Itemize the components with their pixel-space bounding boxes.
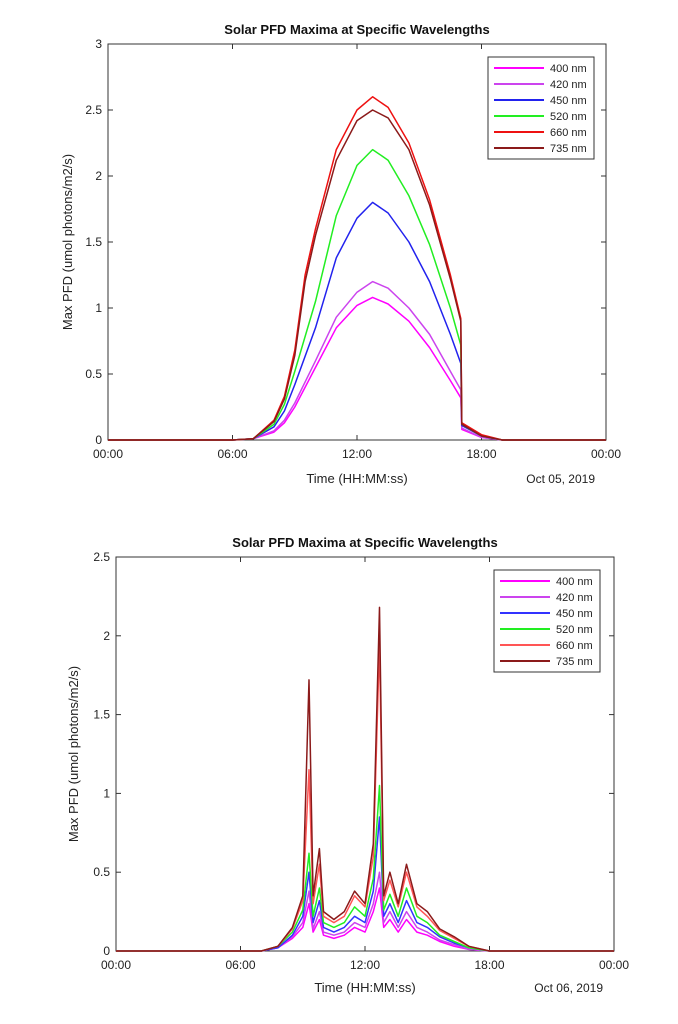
x-tick-label: 18:00 [466,447,496,461]
y-tick-label: 1 [95,301,102,315]
legend-entry: 520 nm [550,111,587,123]
date-label: Oct 06, 2019 [534,981,603,995]
x-axis-label: Time (HH:MM:ss) [314,980,415,995]
chart-1: Solar PFD Maxima at Specific Wavelengths… [60,22,621,486]
series-lines [108,96,606,441]
y-tick-label: 1.5 [85,235,102,249]
x-tick-label: 06:00 [225,958,255,972]
series-line-735-nm [116,606,614,952]
y-tick-label: 0.5 [93,865,110,879]
series-lines [116,606,614,952]
series-line-420-nm [108,280,606,441]
series-line-420-nm [116,871,614,952]
series-line-735-nm [108,109,606,441]
chart-2: Solar PFD Maxima at Specific Wavelengths… [66,535,629,995]
legend-entry: 450 nm [556,608,593,620]
y-axis-label: Max PFD (umol photons/m2/s) [60,154,75,330]
legend-entry: 735 nm [556,656,593,668]
legend: 400 nm 420 nm 450 nm 520 nm 660 nm 735 nm [493,569,601,673]
y-tick-label: 1.5 [93,708,110,722]
y-tick-label: 0.5 [85,367,102,381]
legend-entry: 660 nm [550,127,587,139]
legend-box [487,56,595,160]
series-line-450-nm [108,201,606,441]
legend-box [493,569,601,673]
y-tick-label: 2 [103,629,110,643]
x-tick-label: 12:00 [350,958,380,972]
legend-entry: 660 nm [556,640,593,652]
x-tick-label: 00:00 [101,958,131,972]
chart-title: Solar PFD Maxima at Specific Wavelengths [232,535,497,550]
legend: 400 nm 420 nm 450 nm 520 nm 660 nm 735 nm [487,56,595,160]
series-line-400-nm [116,887,614,952]
legend-entry: 735 nm [550,143,587,155]
series-line-400-nm [108,296,606,441]
chart-title: Solar PFD Maxima at Specific Wavelengths [224,22,489,37]
series-line-450-nm [116,816,614,952]
y-axis-label: Max PFD (umol photons/m2/s) [66,666,81,842]
x-tick-label: 00:00 [93,447,123,461]
series-line-520-nm [116,784,614,952]
legend-entry: 420 nm [550,79,587,91]
x-tick-label: 00:00 [591,447,621,461]
x-axis-label: Time (HH:MM:ss) [306,471,407,486]
y-tick-label: 3 [95,37,102,51]
y-tick-label: 2.5 [93,550,110,564]
legend-entry: 400 nm [550,63,587,75]
y-tick-label: 0 [95,433,102,447]
y-tick-label: 2 [95,169,102,183]
y-tick-label: 0 [103,944,110,958]
legend-entry: 520 nm [556,624,593,636]
x-tick-label: 12:00 [342,447,372,461]
y-tick-label: 1 [103,786,110,800]
y-tick-label: 2.5 [85,103,102,117]
x-tick-label: 00:00 [599,958,629,972]
legend-entry: 420 nm [556,592,593,604]
x-tick-label: 06:00 [217,447,247,461]
legend-entry: 450 nm [550,95,587,107]
x-tick-label: 18:00 [474,958,504,972]
date-label: Oct 05, 2019 [526,472,595,486]
legend-entry: 400 nm [556,576,593,588]
